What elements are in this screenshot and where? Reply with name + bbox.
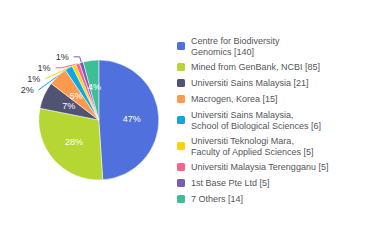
svg-text:1%: 1%: [38, 63, 51, 73]
svg-text:1%: 1%: [27, 74, 40, 84]
svg-text:Macrogen, Korea [15]: Macrogen, Korea [15]: [191, 94, 278, 104]
svg-text:Universiti Sains Malaysia,: Universiti Sains Malaysia,: [191, 110, 294, 120]
svg-text:Universiti Teknologi Mara,: Universiti Teknologi Mara,: [191, 136, 294, 146]
svg-text:School of Biological Sciences: School of Biological Sciences [6]: [191, 121, 321, 131]
svg-text:28%: 28%: [65, 137, 83, 147]
svg-text:4%: 4%: [88, 82, 101, 92]
svg-text:2%: 2%: [21, 85, 34, 95]
svg-text:47%: 47%: [123, 114, 141, 124]
svg-text:1st Base Pte Ltd [5]: 1st Base Pte Ltd [5]: [191, 178, 270, 188]
svg-text:7 Others [14]: 7 Others [14]: [191, 194, 243, 204]
svg-text:Universiti Sains Malaysia [21]: Universiti Sains Malaysia [21]: [191, 78, 309, 88]
svg-text:5%: 5%: [70, 91, 83, 101]
svg-text:Genomics [140]: Genomics [140]: [191, 47, 254, 57]
svg-text:Centre for Biodiversity: Centre for Biodiversity: [191, 36, 280, 46]
svg-text:Faculty of Applied Sciences [5: Faculty of Applied Sciences [5]: [191, 147, 314, 157]
svg-text:1%: 1%: [56, 52, 69, 62]
svg-text:Universiti Malaysia Terengganu: Universiti Malaysia Terengganu [5]: [191, 162, 328, 172]
svg-text:7%: 7%: [62, 101, 75, 111]
svg-text:Mined from GenBank, NCBI [85]: Mined from GenBank, NCBI [85]: [191, 62, 320, 72]
